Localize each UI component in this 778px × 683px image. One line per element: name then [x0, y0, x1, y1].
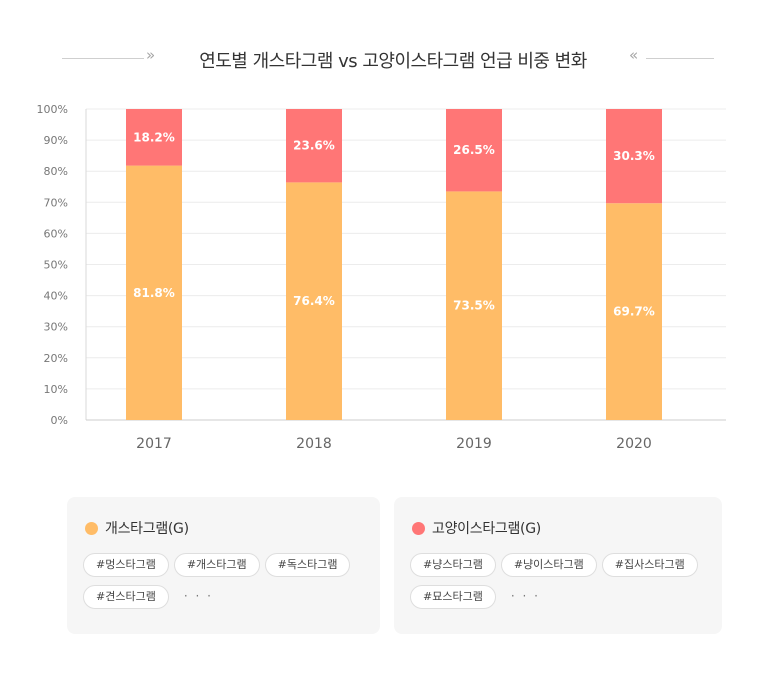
- title-divider-right: [646, 58, 714, 59]
- legend-swatch-dog: [85, 521, 98, 535]
- y-tick-label: 50%: [44, 259, 68, 272]
- y-tick-label: 100%: [37, 103, 68, 116]
- hashtag-chip[interactable]: #독스타그램: [264, 553, 351, 577]
- data-label: 81.8%: [133, 286, 175, 300]
- hashtag-chip[interactable]: #집사스타그램: [601, 553, 698, 577]
- data-label: 23.6%: [293, 139, 335, 153]
- tag-list-dog: #멍스타그램 #개스타그램 #독스타그램 #견스타그램 · · ·: [83, 553, 372, 617]
- title-divider-left: [62, 58, 144, 59]
- data-label: 30.3%: [613, 149, 655, 163]
- stacked-bar-chart: 0% 10% 20% 30% 40% 50% 60% 70% 80% 90% 100% 81.8% 18…: [37, 103, 726, 452]
- tag-list-cat: #냥스타그램 #냥이스타그램 #집사스타그램 #묘스타그램 · · ·: [410, 553, 714, 617]
- bar-segment-dog: [606, 203, 662, 420]
- data-label: 26.5%: [453, 143, 495, 157]
- hashtag-chip[interactable]: #견스타그램: [83, 585, 169, 609]
- hashtag-chip[interactable]: #묘스타그램: [410, 585, 496, 609]
- bar-segment-cat: [446, 109, 502, 192]
- y-tick-label: 20%: [44, 352, 68, 365]
- legend-label-cat: 고양이스타그램(G): [432, 521, 541, 537]
- bar-segment-cat: [286, 109, 342, 183]
- y-tick-label: 80%: [44, 165, 68, 178]
- y-tick-label: 90%: [44, 134, 68, 147]
- hashtag-chip[interactable]: #개스타그램: [173, 553, 260, 577]
- x-tick-label: 2017: [136, 436, 172, 452]
- bar-segment-dog: [286, 182, 342, 420]
- double-chevron-left-icon: «: [629, 46, 638, 64]
- chart-title: 연도별 개스타그램 vs 고양이스타그램 언급 비중 변화: [199, 51, 587, 72]
- more-tags-ellipsis: · · ·: [183, 589, 213, 603]
- legend-card-cat: 고양이스타그램(G) #냥스타그램 #냥이스타그램 #집사스타그램 #묘스타그램…: [394, 497, 722, 634]
- bar-segment-cat: [126, 109, 182, 166]
- y-tick-label: 70%: [44, 196, 68, 209]
- chart-header: » 연도별 개스타그램 vs 고양이스타그램 언급 비중 변화 «: [0, 44, 778, 74]
- data-label: 76.4%: [293, 294, 335, 308]
- legend-swatch-cat: [412, 521, 425, 535]
- data-label: 69.7%: [613, 305, 655, 319]
- hashtag-chip[interactable]: #냥이스타그램: [500, 553, 597, 577]
- y-tick-label: 0%: [51, 414, 68, 427]
- legend-entry-cat: 고양이스타그램(G): [412, 518, 541, 538]
- bar-segment-cat: [606, 109, 662, 204]
- x-tick-label: 2020: [616, 436, 652, 452]
- more-tags-ellipsis: · · ·: [510, 589, 540, 603]
- data-label: 18.2%: [133, 130, 175, 144]
- data-label: 73.5%: [453, 299, 495, 313]
- double-chevron-right-icon: »: [146, 46, 155, 64]
- y-tick-label: 10%: [44, 383, 68, 396]
- legend-label-dog: 개스타그램(G): [105, 521, 189, 537]
- bar-segment-dog: [446, 191, 502, 420]
- y-tick-label: 30%: [44, 321, 68, 334]
- hashtag-chip[interactable]: #냥스타그램: [410, 553, 496, 577]
- x-tick-label: 2019: [456, 436, 492, 452]
- hashtag-chip[interactable]: #멍스타그램: [83, 553, 169, 577]
- legend-card-dog: 개스타그램(G) #멍스타그램 #개스타그램 #독스타그램 #견스타그램 · ·…: [67, 497, 380, 634]
- bar-segment-dog: [126, 165, 182, 420]
- y-tick-label: 60%: [44, 227, 68, 240]
- y-tick-label: 40%: [44, 290, 68, 303]
- x-tick-label: 2018: [296, 436, 332, 452]
- legend-entry-dog: 개스타그램(G): [85, 518, 189, 538]
